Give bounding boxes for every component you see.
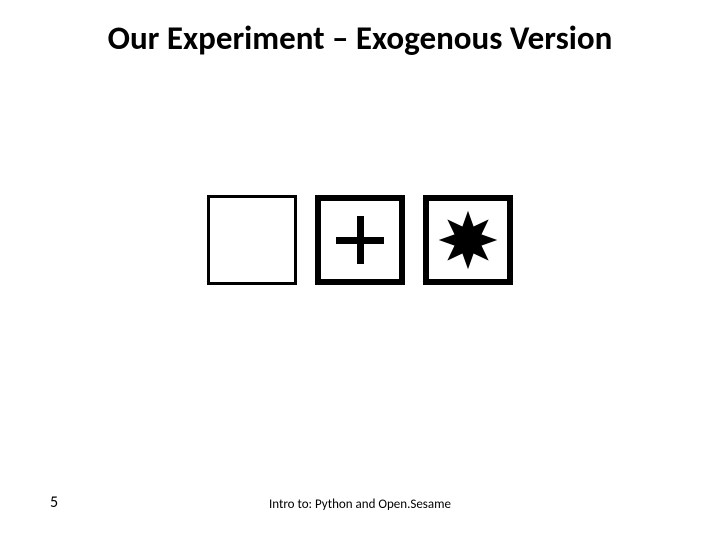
star-icon: [429, 201, 507, 279]
footer-text: Intro to: Python and Open.Sesame: [0, 497, 720, 512]
stimulus-box-right: [423, 195, 513, 285]
stimulus-box-center: [315, 195, 405, 285]
fixation-cross: [321, 201, 399, 279]
slide: Our Experiment – Exogenous Version 5 Int…: [0, 0, 720, 540]
stimulus-row: [0, 195, 720, 285]
slide-title: Our Experiment – Exogenous Version: [0, 18, 720, 58]
plus-vertical: [357, 216, 364, 264]
stimulus-box-left: [207, 195, 297, 285]
